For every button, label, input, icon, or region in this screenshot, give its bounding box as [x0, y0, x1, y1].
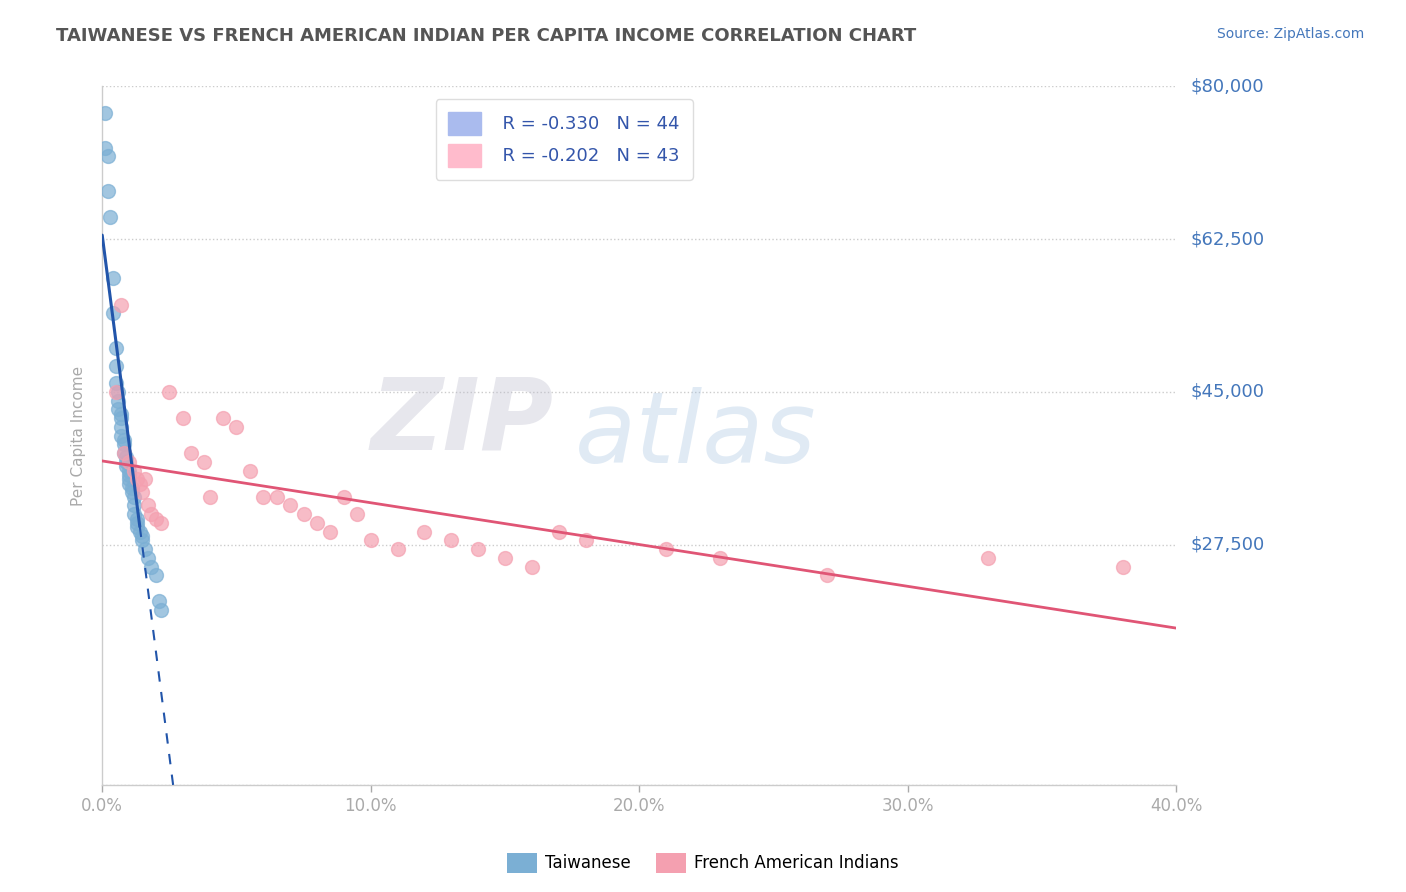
- Point: [319, 524, 342, 539]
- Point: [112, 433, 135, 447]
- Text: TAIWANESE VS FRENCH AMERICAN INDIAN PER CAPITA INCOME CORRELATION CHART: TAIWANESE VS FRENCH AMERICAN INDIAN PER …: [56, 27, 917, 45]
- Point: [148, 594, 170, 608]
- Point: [110, 420, 132, 434]
- Point: [239, 463, 262, 477]
- Point: [134, 472, 156, 486]
- Point: [413, 524, 436, 539]
- Point: [110, 298, 132, 312]
- Point: [333, 490, 356, 504]
- Text: $45,000: $45,000: [1191, 383, 1264, 401]
- Point: [131, 529, 153, 543]
- Point: [360, 533, 382, 548]
- Point: [709, 550, 731, 565]
- Point: [547, 524, 569, 539]
- Point: [655, 542, 678, 557]
- Point: [121, 485, 143, 500]
- Point: [172, 411, 194, 425]
- Point: [104, 359, 127, 373]
- Point: [266, 490, 288, 504]
- Point: [131, 485, 153, 500]
- Point: [97, 184, 120, 198]
- Text: $62,500: $62,500: [1191, 230, 1264, 248]
- Point: [107, 402, 129, 417]
- Point: [104, 341, 127, 355]
- Text: Source: ZipAtlas.com: Source: ZipAtlas.com: [1216, 27, 1364, 41]
- Point: [118, 455, 141, 469]
- Point: [118, 472, 141, 486]
- Point: [305, 516, 328, 530]
- Point: [387, 542, 409, 557]
- Point: [180, 446, 202, 460]
- Point: [128, 476, 150, 491]
- Point: [139, 507, 162, 521]
- Text: $27,500: $27,500: [1191, 536, 1264, 554]
- Point: [212, 411, 235, 425]
- Point: [127, 520, 149, 534]
- Text: ZIP: ZIP: [370, 373, 554, 470]
- Point: [97, 149, 120, 163]
- Legend: Taiwanese, French American Indians: Taiwanese, French American Indians: [501, 847, 905, 880]
- Point: [292, 507, 315, 521]
- Point: [118, 463, 141, 477]
- Point: [94, 105, 117, 120]
- Point: [134, 542, 156, 557]
- Point: [101, 271, 124, 285]
- Point: [115, 450, 138, 465]
- Point: [467, 542, 489, 557]
- Point: [115, 455, 138, 469]
- Point: [225, 420, 247, 434]
- Point: [110, 407, 132, 421]
- Point: [198, 490, 221, 504]
- Point: [112, 446, 135, 460]
- Point: [145, 511, 167, 525]
- Point: [157, 384, 180, 399]
- Point: [107, 393, 129, 408]
- Point: [110, 411, 132, 425]
- Point: [124, 490, 146, 504]
- Point: [127, 472, 149, 486]
- Point: [520, 559, 543, 574]
- Point: [94, 140, 117, 154]
- Point: [107, 384, 129, 399]
- Point: [139, 559, 162, 574]
- Point: [118, 476, 141, 491]
- Y-axis label: Per Capita Income: Per Capita Income: [72, 366, 86, 506]
- Point: [127, 511, 149, 525]
- Point: [115, 459, 138, 474]
- Point: [104, 376, 127, 391]
- Point: [101, 306, 124, 320]
- Point: [104, 384, 127, 399]
- Point: [110, 428, 132, 442]
- Point: [118, 467, 141, 482]
- Point: [346, 507, 368, 521]
- Point: [124, 463, 146, 477]
- Text: $80,000: $80,000: [1191, 78, 1264, 95]
- Point: [193, 455, 215, 469]
- Point: [494, 550, 516, 565]
- Legend:   R = -0.330   N = 44,   R = -0.202   N = 43: R = -0.330 N = 44, R = -0.202 N = 43: [436, 99, 693, 179]
- Point: [574, 533, 596, 548]
- Point: [124, 507, 146, 521]
- Text: atlas: atlas: [575, 387, 817, 484]
- Point: [136, 499, 159, 513]
- Point: [112, 437, 135, 451]
- Point: [150, 516, 173, 530]
- Point: [440, 533, 463, 548]
- Point: [112, 446, 135, 460]
- Point: [145, 568, 167, 582]
- Point: [127, 516, 149, 530]
- Point: [278, 499, 301, 513]
- Point: [1111, 559, 1133, 574]
- Point: [128, 524, 150, 539]
- Point: [98, 211, 121, 225]
- Point: [121, 481, 143, 495]
- Point: [150, 603, 173, 617]
- Point: [977, 550, 1000, 565]
- Point: [131, 533, 153, 548]
- Point: [136, 550, 159, 565]
- Point: [124, 499, 146, 513]
- Point: [252, 490, 274, 504]
- Point: [815, 568, 838, 582]
